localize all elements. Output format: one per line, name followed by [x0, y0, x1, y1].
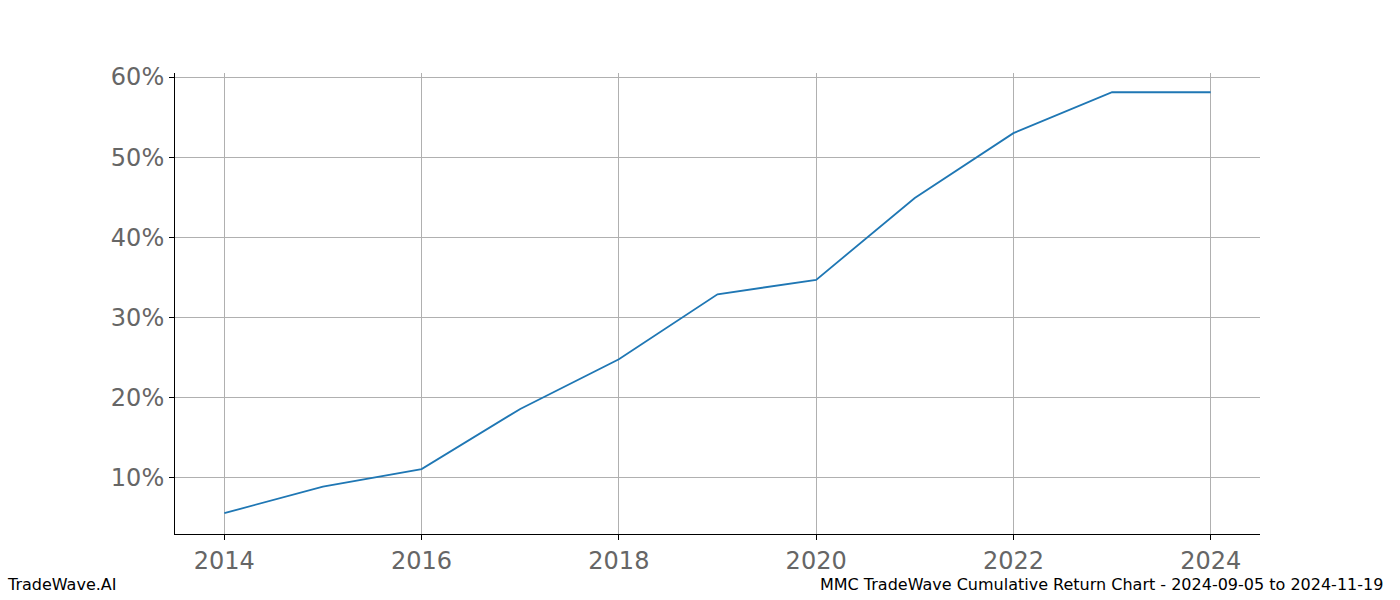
svg-text:60%: 60% [111, 63, 164, 91]
svg-text:50%: 50% [111, 144, 164, 172]
svg-text:2024: 2024 [1180, 547, 1241, 575]
svg-text:2018: 2018 [588, 547, 649, 575]
svg-text:2022: 2022 [983, 547, 1044, 575]
svg-text:TradeWave.AI: TradeWave.AI [7, 575, 116, 594]
svg-text:MMC TradeWave Cumulative Retur: MMC TradeWave Cumulative Return Chart - … [820, 575, 1383, 594]
svg-text:10%: 10% [111, 464, 164, 492]
svg-text:20%: 20% [111, 384, 164, 412]
svg-text:2016: 2016 [391, 547, 452, 575]
svg-text:2020: 2020 [786, 547, 847, 575]
svg-text:2014: 2014 [194, 547, 255, 575]
svg-text:30%: 30% [111, 304, 164, 332]
svg-text:40%: 40% [111, 224, 164, 252]
